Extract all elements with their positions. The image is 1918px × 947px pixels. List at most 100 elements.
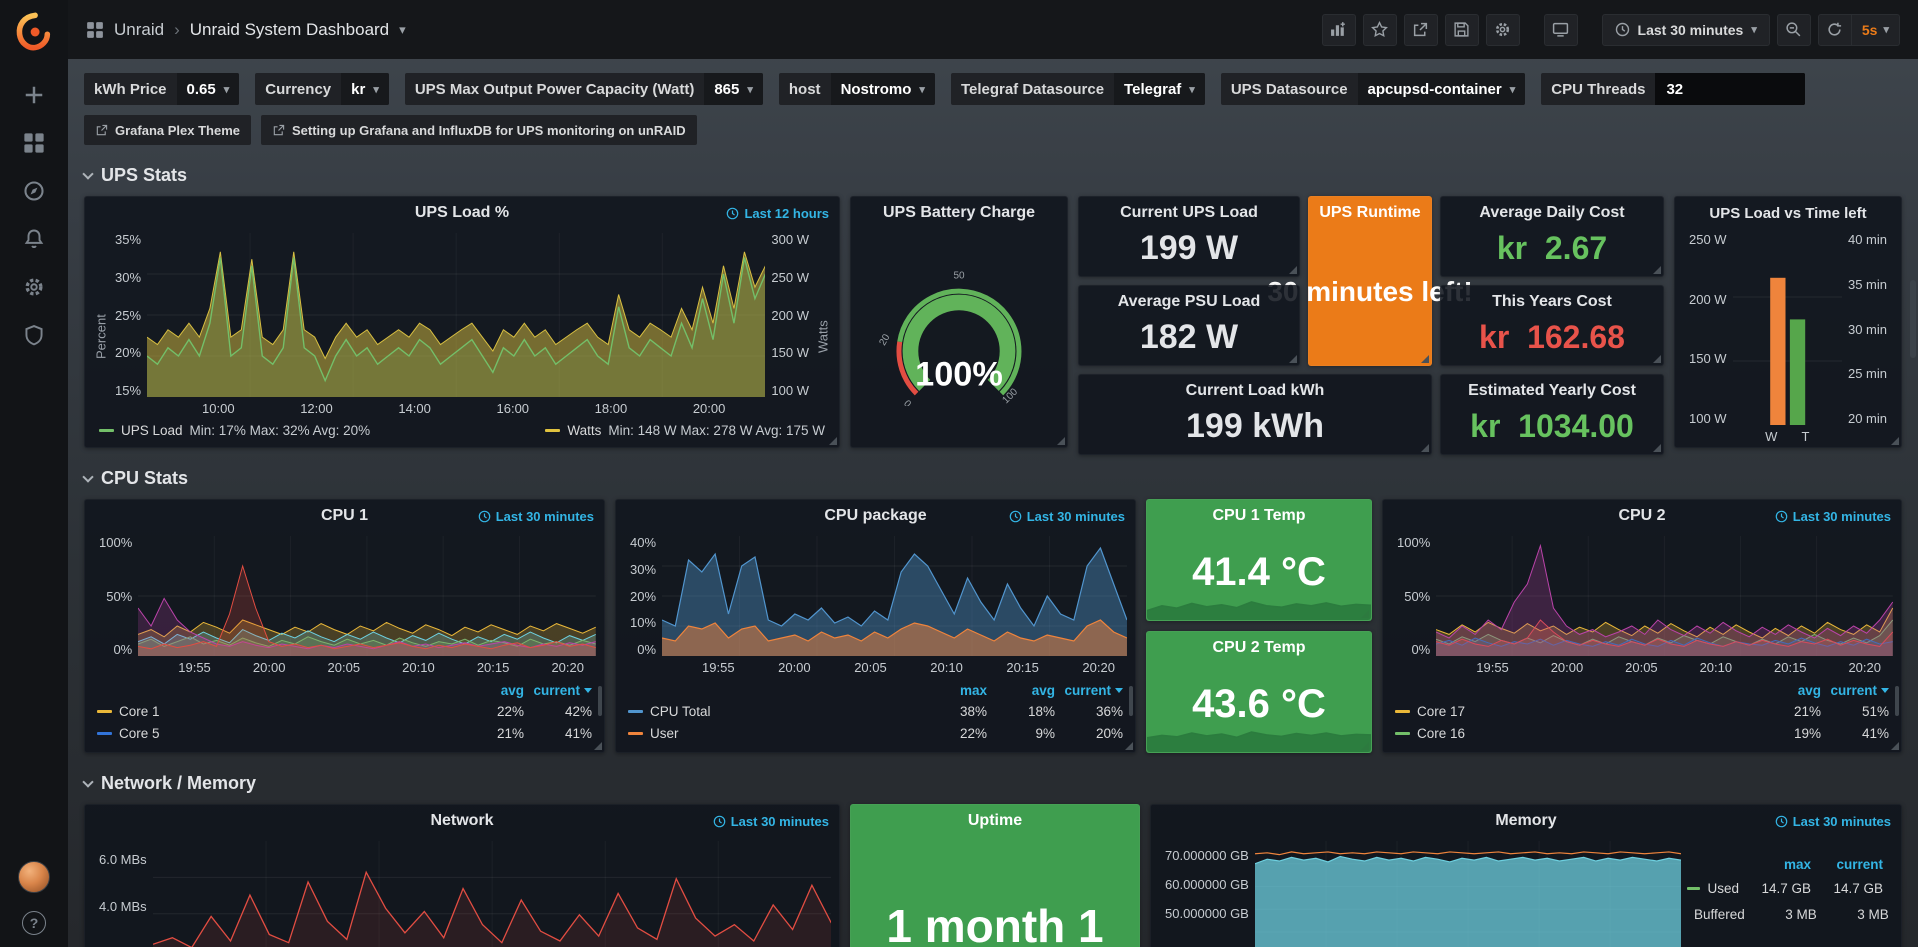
panel-resize-handle[interactable]	[1057, 437, 1065, 445]
zoom-out-button[interactable]	[1776, 13, 1811, 46]
legend-column-header[interactable]: current	[1055, 683, 1123, 698]
variable-value-dropdown[interactable]: kr ▾	[341, 73, 389, 105]
legend-series-name[interactable]: Core 17	[1417, 703, 1466, 719]
panel-resize-handle[interactable]	[1653, 444, 1661, 452]
panel-title[interactable]: CPU 1 Temp	[1212, 507, 1306, 524]
section-ups-stats[interactable]: UPS Stats	[82, 165, 1902, 186]
panel-resize-handle[interactable]	[1289, 355, 1297, 363]
legend-column-header[interactable]: avg	[1797, 682, 1821, 698]
panel-resize-handle[interactable]	[1421, 355, 1429, 363]
panel-title[interactable]: Current Load kWh	[1185, 382, 1325, 399]
legend-column-header[interactable]: current	[1821, 683, 1889, 698]
panel-title[interactable]: CPU package	[824, 507, 927, 524]
legend-series-name[interactable]: Buffered	[1694, 906, 1745, 922]
variable-value-dropdown[interactable]: Nostromo ▾	[830, 73, 935, 105]
ups-load-chart-plot[interactable]	[147, 233, 766, 397]
dashboard-title-caret-icon[interactable]: ▾	[399, 21, 406, 37]
panel-resize-handle[interactable]	[829, 437, 837, 445]
time-range-badge[interactable]: Last 30 minutes	[1009, 509, 1125, 524]
panel-title[interactable]: Current UPS Load	[1120, 204, 1258, 221]
panel-resize-handle[interactable]	[1421, 444, 1429, 452]
load-vs-time-bars[interactable]	[1733, 233, 1842, 425]
configuration-gear-icon[interactable]	[21, 274, 47, 300]
legend-column-header[interactable]: current	[1836, 856, 1883, 872]
cpu-package-chart-plot[interactable]	[662, 536, 1127, 656]
time-range-badge[interactable]: Last 30 minutes	[478, 509, 594, 524]
time-range-badge[interactable]: Last 30 minutes	[1775, 814, 1891, 829]
alerting-bell-icon[interactable]	[21, 226, 47, 252]
legend-column-header[interactable]: max	[1783, 856, 1811, 872]
panel-title[interactable]: Network	[430, 812, 494, 829]
legend-column-header[interactable]: avg	[1031, 682, 1055, 698]
panel-title[interactable]: UPS Load vs Time left	[1709, 204, 1867, 222]
legend-series-name[interactable]: Core 16	[1417, 725, 1466, 741]
legend-series-name[interactable]: CPU Total	[650, 703, 711, 719]
refresh-interval-dropdown[interactable]: 5s ▾	[1851, 13, 1900, 46]
panel-title[interactable]: Estimated Yearly Cost	[1468, 382, 1636, 399]
variable-value-dropdown[interactable]: 0.65 ▾	[176, 73, 240, 105]
legend-series-name[interactable]: Core 5	[119, 725, 160, 741]
legend-column-header[interactable]: avg	[500, 682, 524, 698]
user-avatar[interactable]	[18, 861, 50, 893]
panel-title[interactable]: CPU 1	[320, 507, 369, 524]
panel-title[interactable]: CPU 2 Temp	[1212, 639, 1306, 656]
star-button[interactable]	[1362, 13, 1397, 46]
memory-chart-plot[interactable]	[1254, 841, 1681, 947]
legend-scrollbar[interactable]	[1895, 686, 1899, 716]
tv-mode-button[interactable]	[1543, 13, 1578, 46]
save-button[interactable]	[1444, 13, 1479, 46]
panel-title[interactable]: Uptime	[967, 812, 1023, 829]
cpu2-chart-plot[interactable]	[1436, 536, 1893, 656]
network-chart-plot[interactable]	[152, 841, 831, 947]
breadcrumb-folder[interactable]: Unraid	[114, 19, 165, 39]
panel-resize-handle[interactable]	[1653, 355, 1661, 363]
panel-resize-handle[interactable]	[1891, 742, 1899, 750]
dashboards-icon[interactable]	[21, 130, 47, 156]
help-icon[interactable]: ?	[22, 911, 46, 935]
legend-column-header[interactable]: current	[524, 683, 592, 698]
panel-title[interactable]: UPS Runtime	[1319, 204, 1421, 221]
panel-title[interactable]: Memory	[1495, 812, 1557, 829]
panel-resize-handle[interactable]	[1891, 437, 1899, 445]
variable-value-dropdown[interactable]: 865 ▾	[704, 73, 763, 105]
section-network-memory[interactable]: Network / Memory	[82, 773, 1902, 794]
panel-title[interactable]: UPS Battery Charge	[882, 204, 1036, 221]
link-grafana-plex-theme[interactable]: Grafana Plex Theme	[84, 115, 251, 145]
panel-title[interactable]: Average PSU Load	[1117, 293, 1261, 310]
time-range-badge[interactable]: Last 30 minutes	[1775, 509, 1891, 524]
panel-resize-handle[interactable]	[594, 742, 602, 750]
variable-value-dropdown[interactable]: apcupsd-container ▾	[1357, 73, 1526, 105]
refresh-button[interactable]	[1817, 13, 1852, 46]
panel-title[interactable]: UPS Load %	[414, 204, 510, 221]
cpu-threads-input[interactable]	[1655, 73, 1806, 105]
section-cpu-stats[interactable]: CPU Stats	[82, 468, 1902, 489]
breadcrumb-dashboard-title[interactable]: Unraid System Dashboard	[189, 19, 390, 39]
legend-series-name[interactable]: User	[650, 725, 679, 741]
explore-compass-icon[interactable]	[21, 178, 47, 204]
time-range-badge[interactable]: Last 30 minutes	[713, 814, 829, 829]
panel-title[interactable]: This Years Cost	[1492, 293, 1612, 310]
time-range-picker[interactable]: Last 30 minutes ▾	[1601, 13, 1770, 46]
legend-series-name[interactable]: Used	[1707, 880, 1739, 896]
share-button[interactable]	[1403, 13, 1438, 46]
link-ups-monitoring-guide[interactable]: Setting up Grafana and InfluxDB for UPS …	[261, 115, 697, 145]
page-scrollbar-thumb[interactable]	[1910, 280, 1916, 358]
panel-title[interactable]: CPU 2	[1618, 507, 1666, 524]
panel-resize-handle[interactable]	[1289, 266, 1297, 274]
dashboard-settings-button[interactable]	[1485, 13, 1520, 46]
legend-column-header[interactable]: max	[959, 682, 987, 698]
legend-series-name[interactable]: Core 1	[119, 703, 160, 719]
cpu1-chart-plot[interactable]	[138, 536, 596, 656]
legend-item-watts[interactable]: Watts Min: 148 W Max: 278 W Avg: 175 W	[545, 423, 825, 438]
legend-item-ups-load[interactable]: UPS Load Min: 17% Max: 32% Avg: 20%	[99, 423, 370, 438]
add-panel-button[interactable]	[1321, 13, 1356, 46]
time-range-badge[interactable]: Last 12 hours	[726, 206, 829, 221]
server-admin-shield-icon[interactable]	[21, 322, 47, 348]
grafana-logo-icon[interactable]	[14, 12, 54, 52]
panel-resize-handle[interactable]	[1125, 742, 1133, 750]
create-plus-icon[interactable]	[21, 82, 47, 108]
variable-value-dropdown[interactable]: Telegraf ▾	[1114, 73, 1205, 105]
panel-resize-handle[interactable]	[1653, 266, 1661, 274]
legend-scrollbar[interactable]	[598, 686, 602, 716]
legend-scrollbar[interactable]	[1129, 686, 1133, 716]
